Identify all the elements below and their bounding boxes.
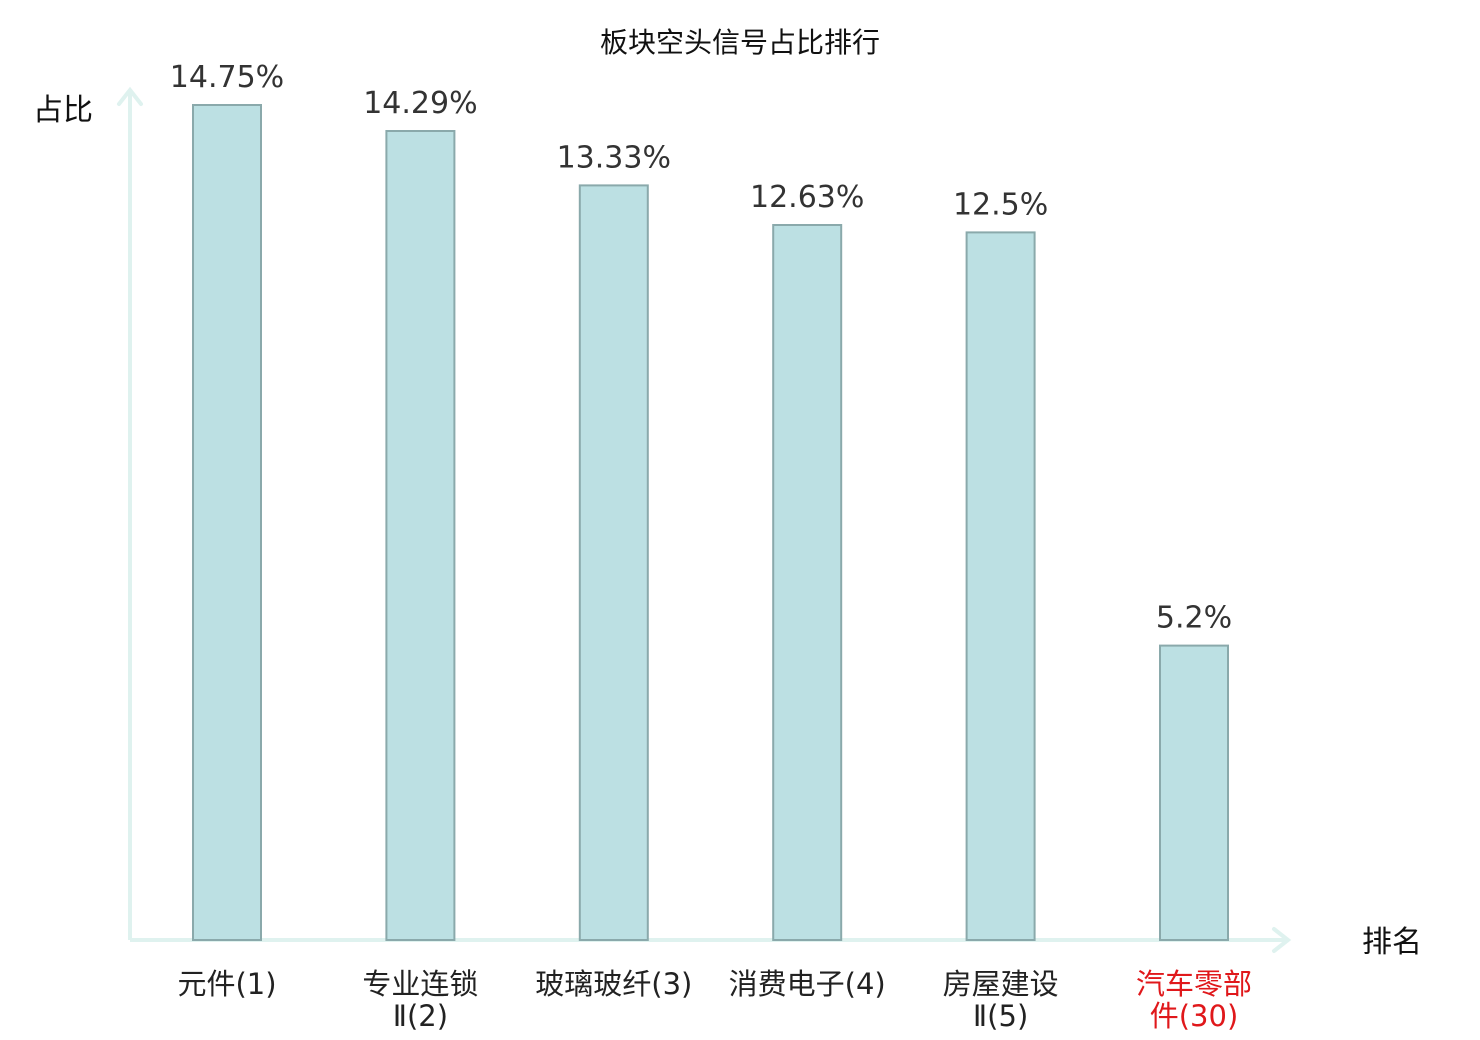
- bar: [192, 104, 262, 941]
- chart-title: 板块空头信号占比排行: [600, 26, 880, 59]
- y-axis-label: 占比: [33, 93, 93, 128]
- bar: [772, 224, 843, 941]
- bars-group: [192, 104, 1229, 941]
- x-axis: [130, 927, 1292, 953]
- category-label: 房屋建设: [943, 967, 1059, 1001]
- bar-value-label: 12.63%: [750, 180, 864, 215]
- y-axis: [117, 86, 143, 940]
- bar-value-label: 14.75%: [170, 60, 284, 95]
- category-label: 件(30): [1150, 999, 1239, 1033]
- category-label: Ⅱ(5): [973, 999, 1028, 1033]
- value-labels-group: 14.75% 14.29% 13.33% 12.63% 12.5% 5.2%: [170, 60, 1232, 636]
- x-axis-label: 排名: [1362, 925, 1422, 960]
- category-label: 元件(1): [177, 967, 276, 1001]
- bar-value-label: 13.33%: [557, 140, 671, 175]
- bar: [385, 130, 456, 941]
- category-label: Ⅱ(2): [393, 999, 448, 1033]
- y-axis-arrow-icon: [117, 86, 143, 106]
- x-axis-arrow-icon: [1272, 927, 1292, 953]
- bar: [1159, 644, 1229, 941]
- category-label: 专业连锁: [362, 967, 478, 1001]
- category-label: 玻璃玻纤(3): [535, 967, 692, 1001]
- bar-value-label: 12.5%: [953, 187, 1048, 222]
- bar-value-label: 5.2%: [1156, 601, 1232, 636]
- bar: [578, 184, 649, 941]
- category-label: 消费电子(4): [729, 967, 886, 1001]
- category-label: 汽车零部: [1136, 967, 1252, 1001]
- bar: [965, 231, 1036, 941]
- bar-value-label: 14.29%: [363, 86, 477, 121]
